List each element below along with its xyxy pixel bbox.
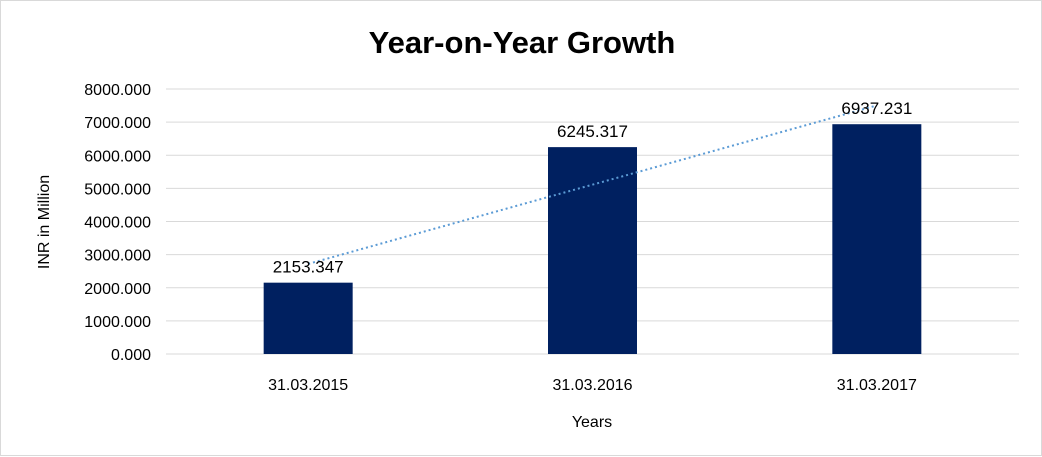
y-axis-ticks: 0.000 1000.000 2000.000 3000.000 4000.000 500…	[84, 82, 151, 364]
x-axis-ticks: 31.03.2015 31.03.2016 31.03.2017	[268, 377, 917, 394]
y-tick-label: 4000.000	[84, 215, 151, 232]
y-tick-label: 3000.000	[84, 248, 151, 265]
trendline	[307, 104, 878, 265]
bar	[548, 147, 637, 354]
x-tick-label: 31.03.2015	[268, 377, 348, 394]
trendline-group	[307, 104, 878, 265]
y-tick-label: 7000.000	[84, 115, 151, 132]
y-tick-label: 8000.000	[84, 82, 151, 99]
y-tick-label: 5000.000	[84, 181, 151, 198]
y-tick-label: 1000.000	[84, 314, 151, 331]
x-tick-label: 31.03.2016	[552, 377, 632, 394]
data-label: 6937.231	[841, 99, 912, 118]
data-label: 2153.347	[273, 258, 344, 277]
data-labels: 2153.347 6245.317 6937.231	[273, 99, 913, 276]
x-axis-title: Years	[572, 414, 612, 431]
bar	[832, 124, 922, 354]
bar	[263, 282, 353, 354]
y-tick-label: 0.000	[111, 347, 151, 364]
x-tick-label: 31.03.2017	[837, 377, 917, 394]
bars	[263, 124, 922, 354]
y-tick-label: 2000.000	[84, 281, 151, 298]
y-axis-title: INR in Million	[36, 175, 53, 269]
data-label: 6245.317	[557, 122, 628, 141]
chart-title: Year-on-Year Growth	[369, 25, 676, 60]
y-tick-label: 6000.000	[84, 148, 151, 165]
